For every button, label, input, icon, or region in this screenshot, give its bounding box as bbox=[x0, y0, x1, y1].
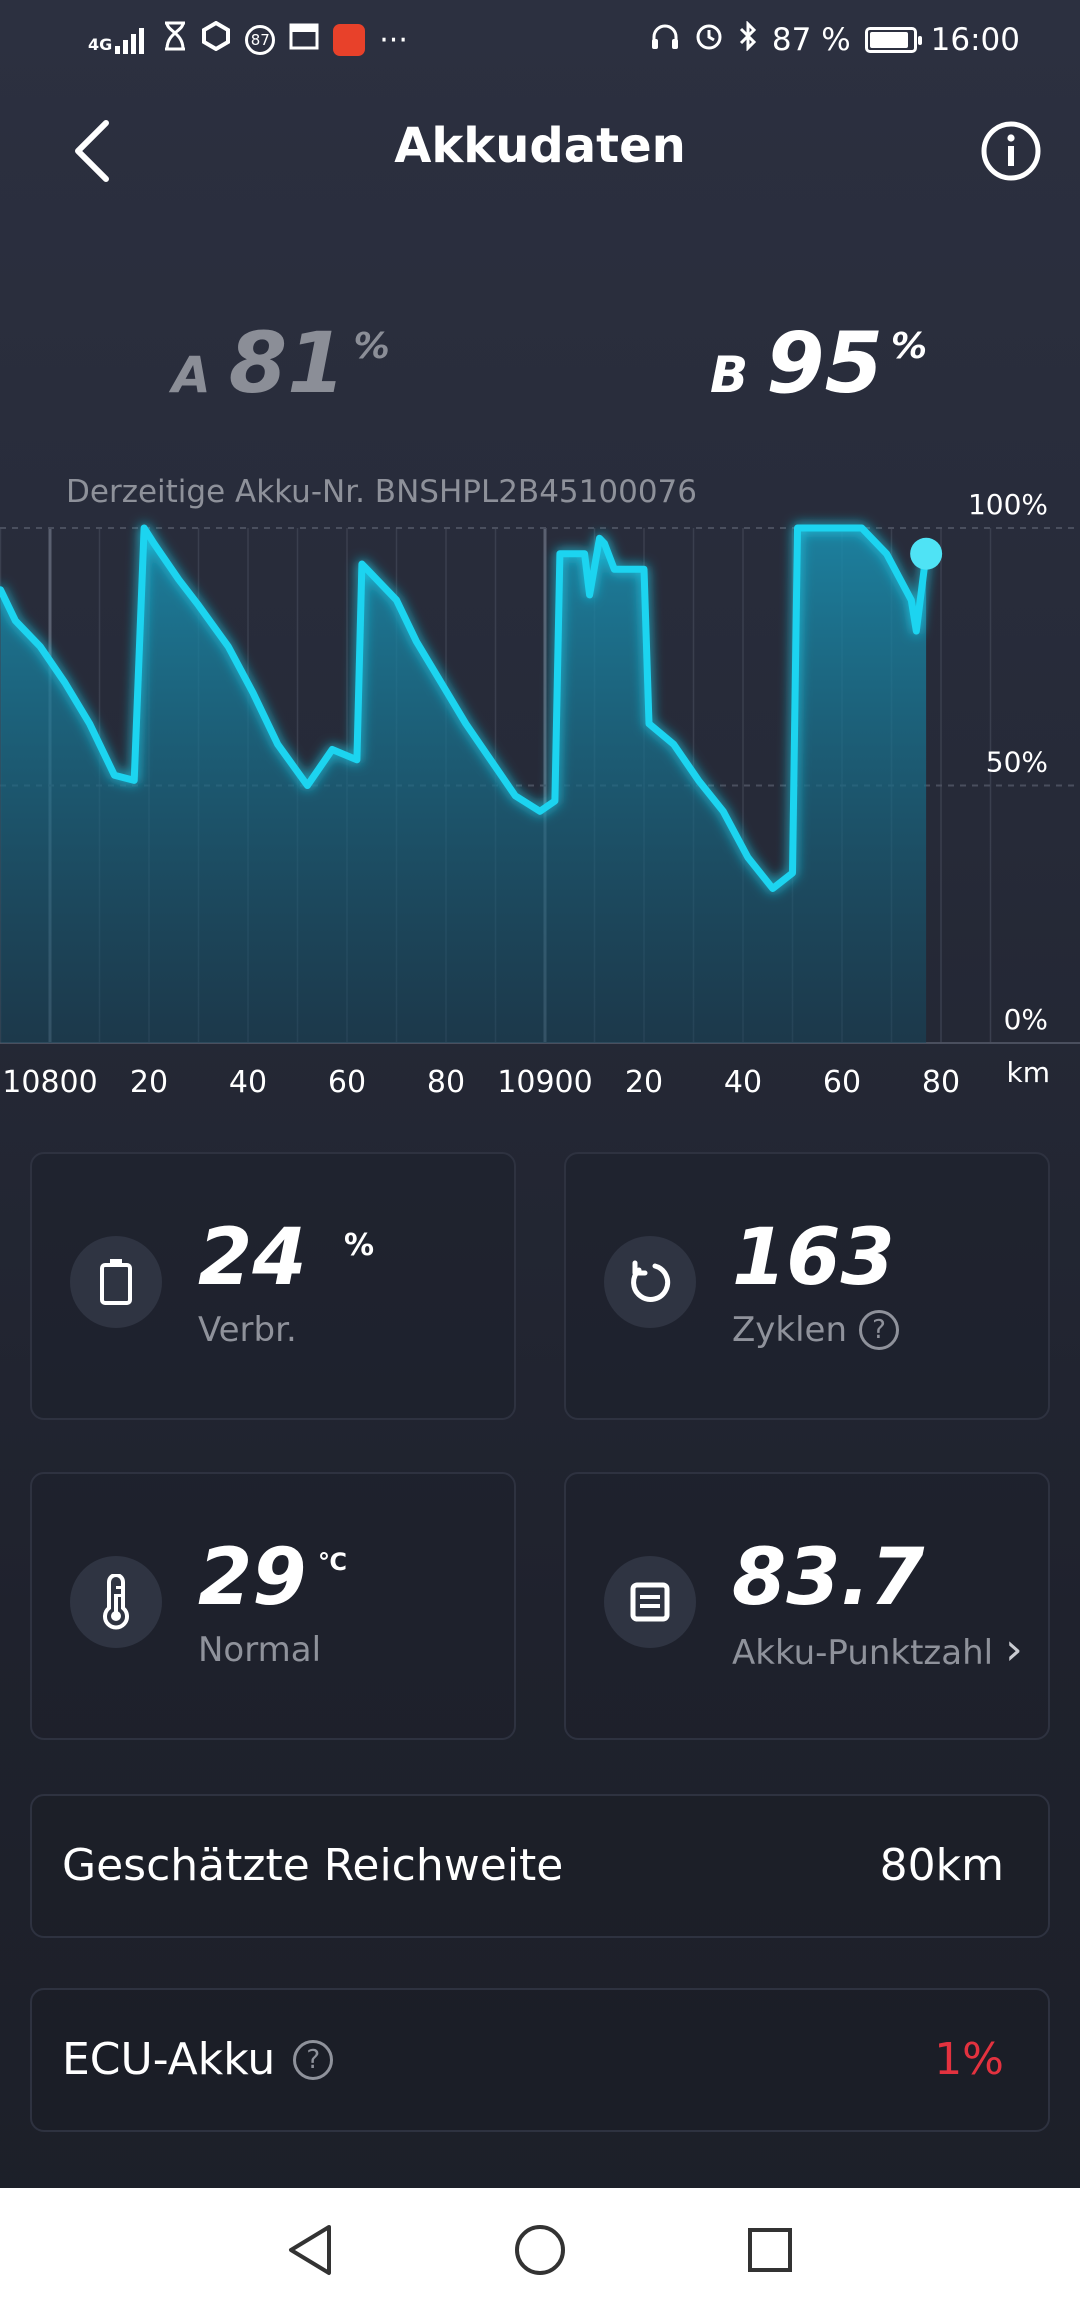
document-icon bbox=[630, 1582, 670, 1622]
calendar-icon bbox=[289, 22, 319, 58]
battery-a-letter: A bbox=[172, 346, 211, 404]
cycles-value: 163 bbox=[732, 1213, 895, 1303]
score-value: 83.7 bbox=[732, 1533, 925, 1623]
refresh-icon bbox=[631, 1260, 671, 1302]
battery-a-value: 81 bbox=[228, 314, 346, 412]
info-icon bbox=[981, 121, 1041, 181]
score-label: Akku-Punktzahl › bbox=[732, 1624, 1023, 1675]
temperature-card: 29 ℃ Normal bbox=[30, 1472, 516, 1740]
bluetooth-icon bbox=[738, 20, 758, 59]
temperature-label-text: Normal bbox=[198, 1630, 322, 1670]
ecu-battery-label: ECU-Akku ? bbox=[62, 2034, 334, 2085]
alarm-icon bbox=[694, 21, 724, 59]
score-label-text: Akku-Punktzahl bbox=[732, 1632, 994, 1673]
card-icon-wrap bbox=[70, 1236, 162, 1328]
chart-x-tick-label: 20 bbox=[130, 1065, 168, 1100]
triangle-back-icon bbox=[289, 2225, 331, 2275]
chart-x-tick-label: 60 bbox=[328, 1065, 366, 1100]
battery-a[interactable]: A 81 % bbox=[172, 318, 390, 408]
card-icon-wrap bbox=[604, 1556, 696, 1648]
chevron-right-icon: › bbox=[1005, 1624, 1023, 1675]
chart-x-tick-label: 40 bbox=[229, 1065, 267, 1100]
consumption-unit: % bbox=[344, 1228, 375, 1263]
circle-home-icon bbox=[515, 2225, 565, 2275]
chart-area-layer bbox=[0, 524, 943, 1043]
chart-series-line bbox=[0, 524, 930, 892]
chart-x-labels: 10800 20 40 60 80 10900 20 40 60 80 km bbox=[2, 1056, 1050, 1100]
temperature-unit: ℃ bbox=[318, 1548, 348, 1576]
battery-b-unit: % bbox=[891, 326, 928, 367]
help-icon[interactable]: ? bbox=[293, 2039, 334, 2080]
nav-recents-button[interactable] bbox=[730, 2210, 810, 2290]
chart-x-unit-label: km bbox=[1007, 1056, 1051, 1089]
card-icon-wrap bbox=[604, 1236, 696, 1328]
info-button[interactable] bbox=[976, 116, 1046, 186]
notification-badge: 87 bbox=[245, 25, 276, 55]
ecu-battery-label-text: ECU-Akku bbox=[62, 2034, 276, 2085]
battery-b[interactable]: B 95 % bbox=[710, 318, 927, 408]
estimated-range-value: 80km bbox=[879, 1840, 1004, 1891]
chart-x-tick-label: 80 bbox=[427, 1065, 465, 1100]
battery-b-letter: B bbox=[710, 346, 749, 404]
network-label: 4G bbox=[88, 35, 113, 54]
consumption-label-text: Verbr. bbox=[198, 1310, 297, 1350]
hourglass-icon bbox=[163, 21, 187, 59]
ecu-battery-row: ECU-Akku ? 1% bbox=[30, 1988, 1050, 2132]
battery-history-chart[interactable]: 100% 50% 0% 10800 20 40 60 80 10900 20 40 60 80 km bbox=[0, 470, 1080, 1110]
header: Akkudaten bbox=[0, 96, 1080, 206]
estimated-range-label: Geschätzte Reichweite bbox=[62, 1840, 563, 1891]
battery-a-unit: % bbox=[353, 326, 390, 367]
clock: 16:00 bbox=[930, 22, 1020, 58]
chart-x-tick-label: 10900 bbox=[497, 1065, 592, 1100]
card-icon-wrap bbox=[70, 1556, 162, 1648]
system-nav-bar bbox=[0, 2188, 1080, 2312]
chart-x-tick-label: 20 bbox=[625, 1065, 663, 1100]
nav-home-button[interactable] bbox=[500, 2210, 580, 2290]
score-card[interactable]: 83.7 Akku-Punktzahl › bbox=[564, 1472, 1050, 1740]
ecu-battery-value: 1% bbox=[934, 2034, 1004, 2085]
status-bar-left: 4G 87 ··· bbox=[88, 20, 408, 59]
chart-x-tick-label: 40 bbox=[724, 1065, 762, 1100]
current-battery-number: Derzeitige Akku-Nr. BNSHPL2B45100076 bbox=[66, 474, 697, 510]
status-bar-right: 87 % 16:00 bbox=[650, 20, 1020, 59]
status-bar: 4G 87 ··· 87 % 16:00 bbox=[0, 0, 1080, 80]
thermometer-icon bbox=[103, 1574, 129, 1630]
consumption-label: Verbr. bbox=[198, 1310, 297, 1350]
battery-b-value: 95 bbox=[766, 314, 884, 412]
app-hexagon-icon bbox=[201, 20, 231, 59]
temperature-label: Normal bbox=[198, 1630, 321, 1670]
chart-x-tick-label: 80 bbox=[922, 1065, 960, 1100]
more-notifications: ··· bbox=[379, 22, 408, 58]
cycles-label: Zyklen ? bbox=[732, 1310, 900, 1350]
chart-y-tick-label: 100% bbox=[968, 488, 1048, 521]
cycles-card: 163 Zyklen ? bbox=[564, 1152, 1050, 1420]
battery-percent: 87 % bbox=[771, 22, 851, 58]
cycles-label-text: Zyklen bbox=[732, 1310, 848, 1350]
estimated-range-label-text: Geschätzte Reichweite bbox=[62, 1840, 564, 1891]
square-recents-icon bbox=[748, 2228, 792, 2272]
temperature-value: 29 bbox=[198, 1533, 307, 1623]
chart-x-tick-label: 10800 bbox=[2, 1065, 97, 1100]
battery-icon bbox=[864, 27, 922, 53]
chart-x-tick-label: 60 bbox=[823, 1065, 861, 1100]
page-title: Akkudaten bbox=[394, 118, 686, 174]
chart-end-marker bbox=[910, 537, 943, 570]
estimated-range-row: Geschätzte Reichweite 80km bbox=[30, 1794, 1050, 1938]
back-button[interactable] bbox=[62, 116, 122, 186]
consumption-card: 24 % Verbr. bbox=[30, 1152, 516, 1420]
help-icon[interactable]: ? bbox=[859, 1310, 900, 1350]
battery-icon bbox=[100, 1259, 132, 1305]
consumption-value: 24 bbox=[198, 1213, 307, 1303]
nav-back-button[interactable] bbox=[270, 2210, 350, 2290]
chart-y-tick-label: 50% bbox=[986, 746, 1048, 779]
headphones-icon bbox=[650, 22, 680, 58]
chevron-left-icon bbox=[75, 120, 109, 182]
chart-y-tick-label: 0% bbox=[1004, 1003, 1048, 1036]
shopping-app-icon bbox=[333, 24, 366, 56]
battery-level-fill bbox=[869, 32, 908, 48]
chart-y-labels: 100% 50% 0% bbox=[968, 488, 1048, 1036]
signal-icon: 4G bbox=[88, 26, 149, 54]
